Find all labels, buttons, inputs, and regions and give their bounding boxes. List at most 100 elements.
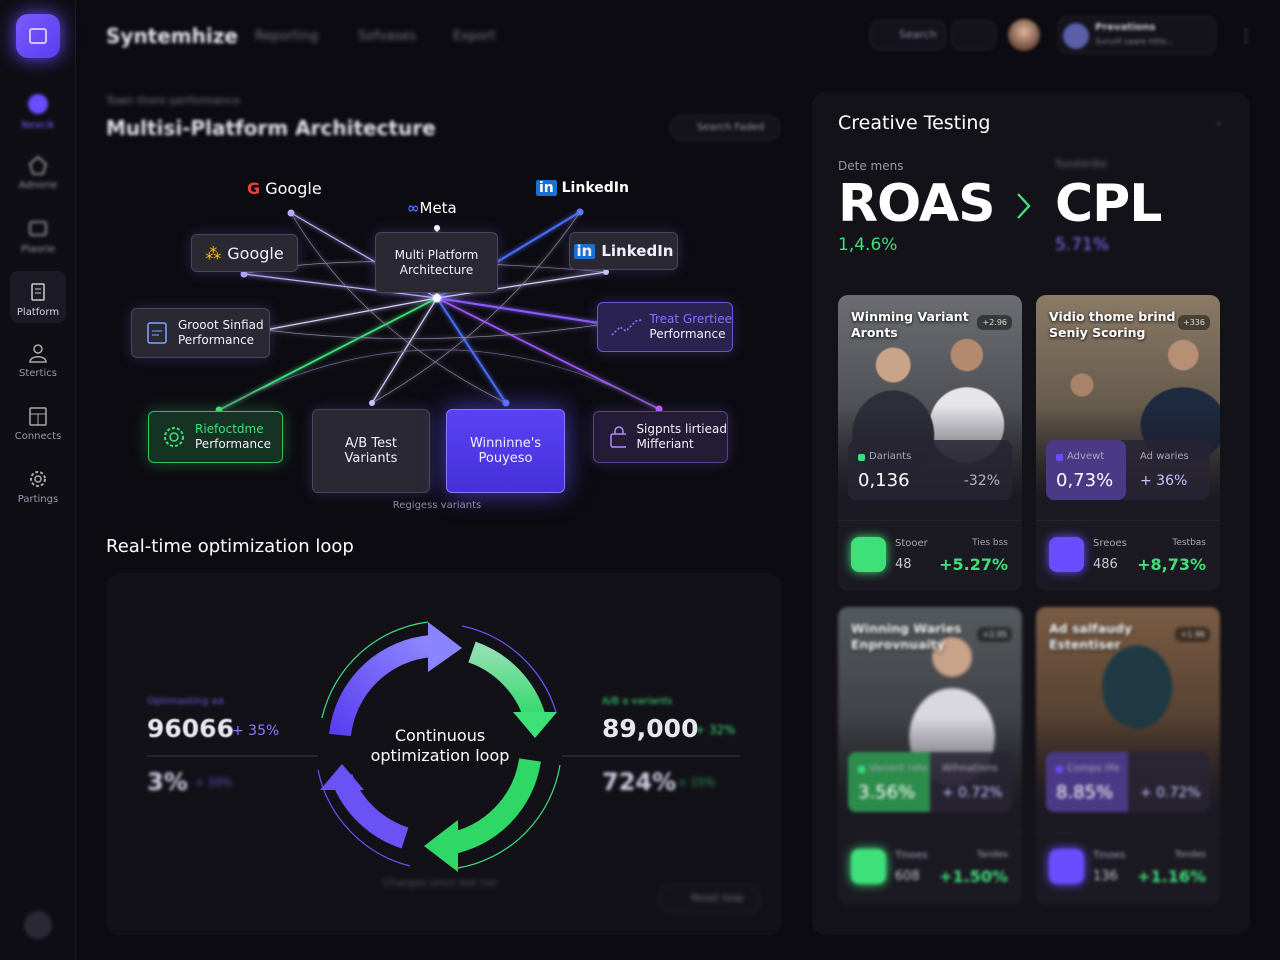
shape	[320, 764, 364, 790]
metric-dot	[858, 454, 865, 461]
shape	[29, 155, 47, 175]
shape	[436, 297, 507, 404]
nav-item[interactable]: Adnorie	[0, 154, 76, 191]
node-grooot[interactable]: Grooot Sinfiad Performance	[131, 308, 270, 358]
shape	[240, 270, 248, 278]
creative-card[interactable]: Ad salfaudy Estentiser +1.96 Comps life 8.85…	[1036, 607, 1220, 905]
foot-change: +5.27%	[939, 555, 1008, 574]
nav-link[interactable]: Reporting	[255, 29, 319, 44]
node-riefoc[interactable]: Riefoctdme Performance	[148, 411, 283, 463]
text: ∞	[407, 199, 420, 217]
nav-item[interactable]: Stertics	[0, 342, 76, 379]
shape	[29, 28, 47, 44]
shape	[290, 212, 507, 404]
shape	[147, 322, 167, 344]
stat-value: 3%	[147, 768, 188, 796]
section-eyebrow: Town thore performance	[106, 94, 241, 107]
node-label: A/B Test	[345, 436, 397, 451]
loop-caption: Changes since last run	[383, 878, 497, 889]
node-winninne[interactable]: Winninne's Pouyeso	[446, 409, 565, 493]
nav-item[interactable]: Plaorie	[0, 218, 76, 255]
loop-button[interactable]: Reset loop	[660, 885, 760, 912]
node-label: Architecture	[399, 262, 474, 277]
loop-center-line: Continuous	[394, 726, 486, 745]
metric-value: 3.56%	[858, 782, 916, 803]
card-title: Seniy Scoring	[1049, 325, 1146, 340]
metric-highlight	[1046, 440, 1126, 500]
kebab-menu[interactable]: ⋮	[1238, 26, 1254, 45]
shape	[424, 820, 458, 872]
nav-item[interactable]: Connects	[0, 405, 76, 442]
nav-label: Nexcik	[21, 120, 55, 131]
node-sigpnts[interactable]: Sigpnts lirtiead Mifferiant	[593, 411, 728, 463]
nav-link[interactable]: Export	[453, 29, 496, 44]
metric-change: + 36%	[1140, 473, 1188, 489]
card-title: Winming Variant	[851, 309, 969, 324]
metric-label: Ad waries	[1140, 451, 1189, 462]
stat-label: Optimasting aa	[147, 696, 224, 707]
node-ab[interactable]: A/B Test Variants	[312, 409, 430, 493]
search-text: Search Faded	[697, 122, 765, 133]
metric-label: Dariants	[869, 451, 912, 462]
kpi-label: Dete mens	[838, 159, 904, 173]
collapse-chevron[interactable]: ⌄	[1214, 114, 1225, 128]
foot-change: +8,73%	[1137, 555, 1206, 574]
header-search[interactable]: Search	[870, 20, 946, 50]
foot-change: +1.50%	[939, 867, 1008, 886]
metric-dot	[858, 766, 865, 773]
card-badge: +336	[1178, 315, 1210, 330]
nav-label: Connects	[14, 431, 62, 442]
foot-label: Testbas	[1172, 538, 1206, 548]
card-title: Ad salfaudy	[1049, 621, 1133, 636]
shape	[29, 407, 47, 426]
shape	[502, 399, 510, 407]
node-treat[interactable]: Treat Grertiee Performance	[597, 302, 733, 352]
diagram-search[interactable]: Search Faded	[670, 115, 780, 141]
node-label: Mifferiant	[636, 437, 694, 451]
diagram-caption: Regigess variants	[392, 500, 482, 511]
profile-card[interactable]: Prevations Sunvill saare hitlo...	[1058, 16, 1216, 54]
node-center[interactable]: Multi Platform Architecture	[375, 232, 498, 293]
button-text: Reset loop	[691, 893, 744, 904]
sidebar: Nexcik Adnorie Plaorie Platform Stertics…	[0, 0, 76, 960]
metric-change: + 0.72%	[1140, 785, 1201, 801]
card-badge: +2.96	[977, 315, 1012, 330]
avatar[interactable]	[1008, 19, 1040, 51]
nav-label: Stertics	[19, 368, 57, 379]
stat-change: + 15%	[678, 776, 716, 789]
node-label: Google	[265, 179, 322, 198]
profile-avatar	[1063, 23, 1089, 49]
creative-card[interactable]: Winming Variant Aronts +2.96 Dariants 0,136 -…	[838, 295, 1022, 591]
node-label: Winninne's	[469, 436, 542, 451]
stat-value: 724%	[602, 768, 677, 796]
shape	[30, 471, 46, 487]
metric-box: Comps life 8.85% + 0.72%	[1046, 752, 1210, 812]
user-menu[interactable]	[951, 20, 996, 50]
loop-arrowheads	[320, 622, 557, 872]
foot-label: Tinoes	[1093, 850, 1126, 861]
metric-change: -32%	[963, 473, 1000, 489]
help-button[interactable]	[24, 911, 52, 939]
node-linkedin[interactable]: in LinkedIn	[569, 232, 678, 270]
card-icon	[1049, 849, 1084, 884]
foot-label: Tinoes	[895, 850, 928, 861]
nav-item[interactable]: Partings	[0, 468, 76, 505]
logo[interactable]	[16, 14, 60, 58]
node-google[interactable]: ⁂ Google	[191, 234, 298, 272]
nav-item[interactable]: Platform	[0, 281, 76, 318]
node-label: Multi Platform	[394, 247, 479, 262]
kpi-value: 1,4.6%	[838, 235, 898, 255]
nav-label: Adnorie	[18, 180, 58, 191]
foot-label: Tandes	[976, 850, 1008, 860]
loop-center-line: optimization loop	[370, 746, 510, 765]
node-label: Variants	[344, 451, 398, 466]
creative-card[interactable]: Vidio thome brind Seniy Scoring +336 Advewt…	[1036, 295, 1220, 591]
shape	[164, 427, 184, 447]
nav-item[interactable]: Nexcik	[0, 92, 76, 131]
card-icon	[1049, 537, 1084, 572]
text: Grooot Sinfiad Performance	[178, 318, 264, 348]
nav-link[interactable]: Sofvases	[358, 29, 416, 44]
shape	[218, 297, 438, 411]
creative-card[interactable]: Winning Waries Enprovnuaity +2.05 Variant r…	[838, 607, 1022, 905]
